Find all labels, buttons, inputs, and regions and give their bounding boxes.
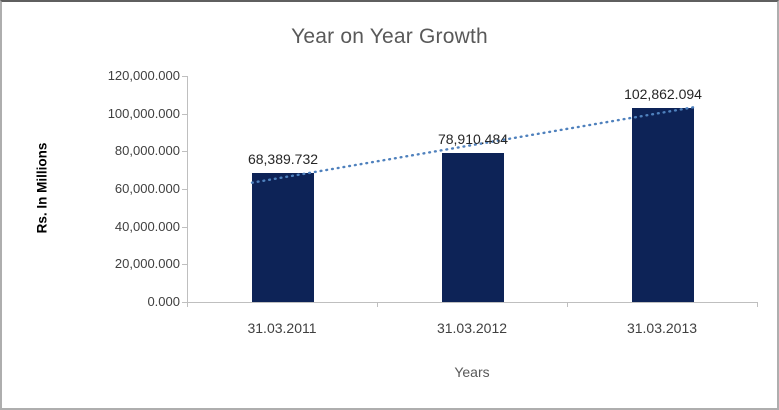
- y-tick-label: 120,000.000: [107, 68, 180, 83]
- x-axis-title: Years: [454, 364, 490, 380]
- y-tick-label: 100,000.000: [107, 105, 180, 121]
- y-tick-mark: [182, 151, 187, 153]
- x-category-label: 31.03.2011: [247, 320, 317, 336]
- x-tick-mark: [377, 303, 378, 307]
- y-tick-label: 0.000: [147, 294, 180, 309]
- y-tick-label: 60,000.000: [114, 181, 180, 196]
- y-tick-mark: [182, 189, 187, 190]
- data-label: 78,910.484: [437, 131, 509, 148]
- data-label: 102,862.094: [624, 86, 702, 103]
- bar: [252, 173, 314, 302]
- x-category-label: 31.03.2013: [626, 320, 698, 336]
- x-tick-mark: [187, 303, 188, 307]
- x-tick-mark: [567, 303, 568, 307]
- plot-area: 68,389.732 78,910.484 102,862.094: [187, 76, 758, 303]
- y-tick-mark: [182, 113, 187, 115]
- y-tick-mark: [182, 302, 187, 303]
- bar: [632, 108, 694, 302]
- data-label: 68,389.732: [247, 151, 319, 168]
- y-tick-label: 40,000.000: [114, 218, 180, 234]
- bar: [442, 153, 504, 302]
- x-axis-labels: 31.03.2011 31.03.2012 31.03.2013: [187, 320, 757, 338]
- y-tick-label: 20,000.000: [114, 256, 180, 272]
- y-tick-mark: [182, 264, 187, 266]
- y-tick-mark: [182, 226, 187, 228]
- y-tick-label: 80,000.000: [114, 143, 180, 159]
- y-tick-mark: [182, 76, 187, 77]
- chart-title: Year on Year Growth: [291, 25, 488, 48]
- x-category-label: 31.03.2012: [436, 320, 508, 336]
- x-tick-mark: [757, 303, 758, 307]
